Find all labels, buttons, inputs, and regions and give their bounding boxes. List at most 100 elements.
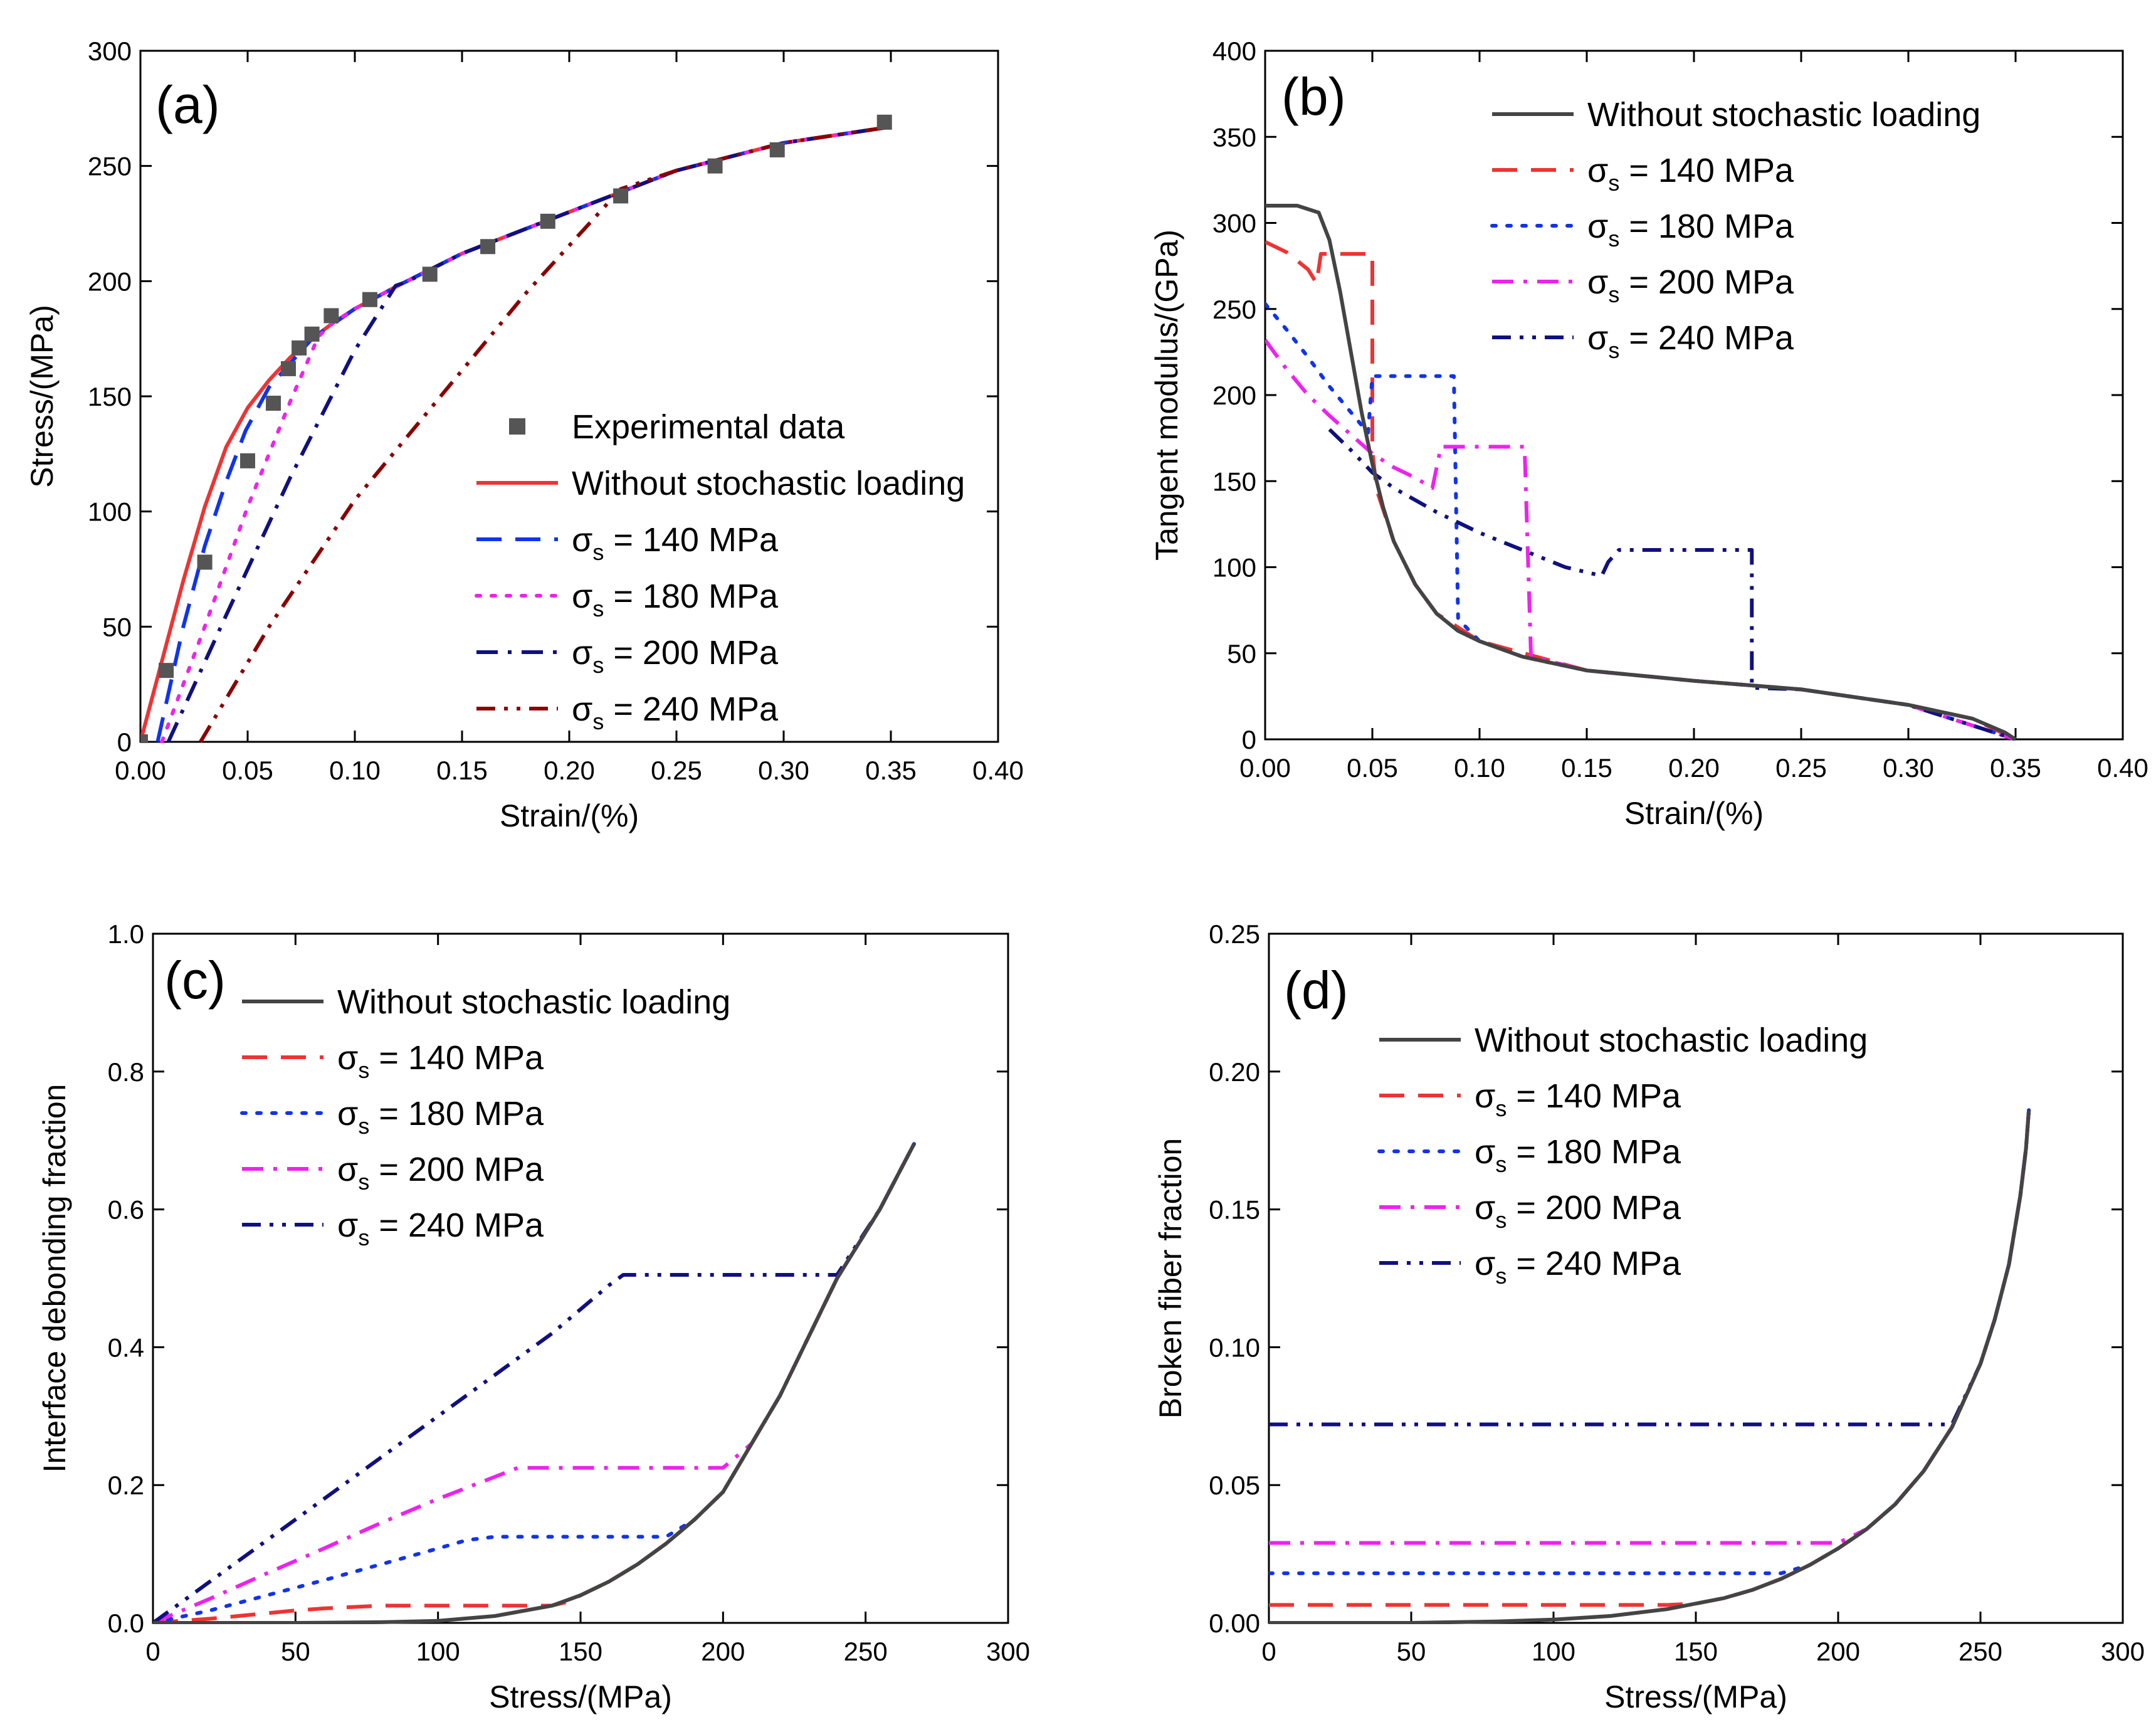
y-tick-label: 0.4 [108, 1333, 144, 1362]
y-tick-label: 0.2 [108, 1471, 144, 1500]
x-tick-label: 0.05 [1347, 753, 1398, 783]
series-line [153, 1143, 916, 1624]
y-axis-label: Tangent modulus/(GPa) [1149, 230, 1184, 561]
x-tick-label: 0.30 [1883, 753, 1934, 783]
x-tick-label: 150 [559, 1637, 602, 1666]
y-axis-label: Stress/(MPa) [24, 305, 60, 488]
series-line [1328, 428, 2016, 741]
panel-label: (a) [155, 75, 220, 134]
data-marker [540, 213, 555, 229]
data-marker [323, 308, 339, 324]
legend-label: Without stochastic loading [337, 983, 730, 1021]
x-tick-label: 50 [1397, 1637, 1426, 1666]
legend-label: σs = 180 MPa [337, 1095, 544, 1139]
legend-label: σs = 140 MPa [1587, 152, 1794, 196]
legend-label: Experimental data [572, 408, 845, 446]
x-axis-label: Stress/(MPa) [1604, 1679, 1787, 1714]
plot-area [153, 1142, 916, 1624]
panel-c: 0 50 100 150 200 250 300 0.0 0.2 0.4 0.6 0.8 1.0 Stre… [37, 919, 1030, 1714]
series-line [166, 125, 891, 743]
data-marker [280, 361, 296, 376]
legend: Without stochastic loading σs = 140 MPa σs… [240, 983, 730, 1250]
series-line [199, 125, 891, 743]
y-tick-label: 0.8 [108, 1057, 144, 1087]
series-line [1265, 204, 2017, 741]
x-tick-label: 0.00 [115, 756, 166, 785]
data-marker [362, 292, 377, 307]
y-tick-label: 200 [88, 267, 132, 296]
y-axis-label: Broken fiber fraction [1153, 1138, 1188, 1418]
legend-label: σs = 200 MPa [337, 1151, 544, 1195]
data-marker [769, 142, 785, 157]
panel-label: (c) [164, 951, 226, 1010]
y-tick-label: 0.6 [108, 1195, 144, 1225]
legend: Without stochastic loading σs = 140 MPa σs… [1377, 1022, 1868, 1289]
legend-label: σs = 200 MPa [1475, 1189, 1681, 1233]
legend-label: σs = 180 MPa [1475, 1133, 1681, 1177]
plot-area [1269, 1108, 2031, 1624]
legend-label: σs = 240 MPa [337, 1207, 544, 1250]
data-marker [876, 114, 892, 130]
x-tick-label: 100 [416, 1637, 460, 1666]
panel-b: 0.00 0.05 0.10 0.15 0.20 0.25 0.30 0.35 0.40 0 50 1… [1149, 36, 2148, 831]
x-tick-label: 0.25 [651, 756, 702, 785]
series-line [1269, 1110, 2031, 1545]
y-tick-label: 0 [117, 727, 132, 757]
legend-label: σs = 180 MPa [1587, 208, 1794, 251]
y-tick-label: 0.20 [1209, 1057, 1260, 1087]
y-tick-label: 0 [1242, 725, 1256, 754]
legend: Without stochastic loading σs = 140 MPa σs… [1490, 96, 1980, 363]
legend-label: σs = 140 MPa [337, 1039, 544, 1083]
y-tick-label: 200 [1212, 381, 1256, 410]
x-tick-label: 0.35 [865, 756, 917, 785]
x-tick-label: 0.15 [1561, 753, 1612, 783]
y-tick-label: 250 [88, 152, 132, 181]
y-tick-label: 50 [102, 612, 132, 642]
legend-label: σs = 180 MPa [572, 578, 779, 621]
legend-label: Without stochastic loading [1587, 96, 1980, 134]
x-tick-label: 250 [1959, 1637, 2002, 1666]
x-tick-label: 200 [701, 1637, 745, 1666]
data-marker [197, 554, 213, 570]
y-tick-label: 0.15 [1209, 1195, 1260, 1225]
series-line [153, 1143, 916, 1624]
panel-d: 0 50 100 150 200 250 300 0.00 0.05 0.10 0.15 0.20 0.… [1153, 919, 2145, 1714]
series-line [1269, 1110, 2031, 1624]
y-tick-label: 1.0 [108, 919, 144, 949]
y-tick-label: 0.00 [1209, 1608, 1260, 1638]
y-tick-label: 300 [88, 36, 132, 66]
data-marker [613, 188, 629, 204]
legend-label: σs = 140 MPa [1475, 1077, 1681, 1121]
data-marker [304, 326, 320, 342]
data-marker [422, 267, 438, 282]
plot-frame [152, 932, 1009, 1624]
data-marker [707, 158, 723, 174]
data-marker [266, 396, 281, 411]
data-marker [159, 663, 174, 679]
y-tick-label: 350 [1212, 122, 1256, 152]
y-tick-label: 0.10 [1209, 1333, 1260, 1362]
plot-area [140, 114, 893, 743]
x-tick-label: 0.10 [1454, 753, 1505, 783]
x-tick-label: 300 [986, 1637, 1030, 1666]
x-tick-label: 100 [1532, 1637, 1575, 1666]
x-tick-label: 50 [281, 1637, 310, 1666]
data-marker [292, 340, 307, 356]
x-axis-label: Strain/(%) [1624, 796, 1764, 831]
plot-area [1265, 204, 2017, 741]
x-tick-label: 0.05 [222, 756, 273, 785]
x-tick-label: 300 [2101, 1637, 2145, 1666]
x-tick-label: 0.40 [972, 756, 1024, 785]
legend-marker [509, 418, 525, 435]
y-tick-label: 300 [1212, 209, 1256, 238]
data-marker [480, 239, 496, 255]
series-line [1265, 339, 2016, 741]
y-tick-label: 100 [1212, 553, 1256, 583]
x-axis-label: Stress/(MPa) [489, 1679, 672, 1714]
legend-label: Without stochastic loading [1475, 1022, 1868, 1059]
y-tick-label: 0.05 [1209, 1471, 1260, 1500]
x-tick-label: 0.20 [1668, 753, 1720, 783]
x-tick-label: 0.15 [436, 756, 488, 785]
x-tick-label: 0.30 [758, 756, 809, 785]
